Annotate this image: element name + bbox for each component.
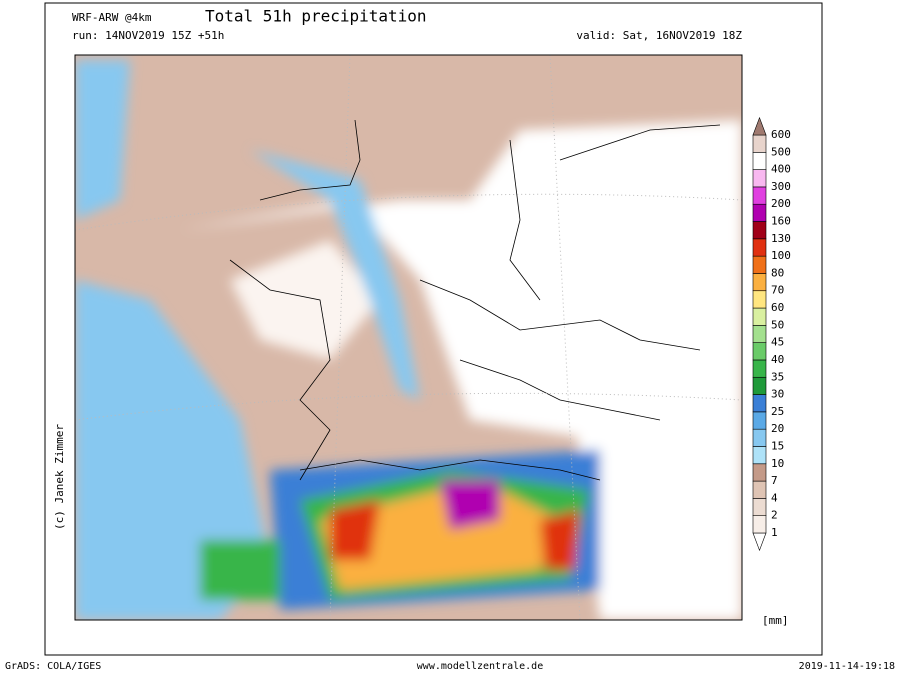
colorbar-swatch <box>752 428 767 447</box>
colorbar-label: 500 <box>771 145 791 158</box>
colorbar-label: 50 <box>771 318 784 331</box>
colorbar-swatch <box>752 411 767 430</box>
colorbar-swatch <box>752 290 767 309</box>
colorbar-swatch <box>752 342 767 361</box>
valid-label: valid: Sat, 16NOV2019 18Z <box>576 29 742 42</box>
colorbar-swatch <box>752 446 767 465</box>
borders <box>229 119 721 481</box>
frame <box>44 2 823 656</box>
colorbar-label: 4 <box>771 491 778 504</box>
colorbar-label: 70 <box>771 284 784 297</box>
colorbar-swatch <box>752 255 767 274</box>
title: Total 51h precipitation <box>205 7 427 26</box>
colorbar-label: 45 <box>771 336 784 349</box>
colorbar-label: 400 <box>771 163 791 176</box>
footer-left: GrADS: COLA/IGES <box>5 661 101 672</box>
colorbar-label: 600 <box>771 128 791 141</box>
colorbar-swatch <box>752 221 767 240</box>
colorbar-label: 40 <box>771 353 784 366</box>
colorbar-arrow <box>752 532 767 552</box>
colorbar-label: 15 <box>771 439 784 452</box>
footer-right: 2019-11-14-19:18 <box>799 661 895 672</box>
colorbar-label: 2 <box>771 509 778 522</box>
model-label: WRF-ARW @4km <box>72 11 152 24</box>
colorbar-label: 300 <box>771 180 791 193</box>
footer-center: www.modellzentrale.de <box>417 661 543 672</box>
colorbar-label: 100 <box>771 249 791 262</box>
colorbar-label: 20 <box>771 422 784 435</box>
colorbar-label: 200 <box>771 197 791 210</box>
colorbar-swatch <box>752 169 767 188</box>
colorbar-swatch <box>752 186 767 205</box>
colorbar-swatch <box>752 134 767 153</box>
colorbar-label: 130 <box>771 232 791 245</box>
colorbar-label: 10 <box>771 457 784 470</box>
colorbar-swatch <box>752 480 767 499</box>
colorbar-swatch <box>752 515 767 534</box>
colorbar-arrow <box>752 116 767 136</box>
graticule <box>75 55 742 620</box>
colorbar-label: 80 <box>771 266 784 279</box>
colorbar-swatch <box>752 152 767 170</box>
colorbar-swatch <box>752 325 767 343</box>
map <box>75 55 742 620</box>
colorbar-swatch <box>752 307 767 326</box>
credit: (c) Janek Zimmer <box>53 424 66 530</box>
colorbar-swatch <box>752 376 767 395</box>
colorbar-swatch <box>752 394 767 413</box>
colorbar: 1 2 4 7 10 15 20 25 30 35 40 45 50 60 70 80 100 130 160 200… <box>752 116 791 552</box>
precip-field <box>75 60 742 620</box>
colorbar-label: 1 <box>771 526 778 539</box>
colorbar-swatch <box>752 238 767 257</box>
colorbar-label: 30 <box>771 388 784 401</box>
colorbar-label: 25 <box>771 405 784 418</box>
unit-label: [mm] <box>762 614 789 627</box>
colorbar-swatch <box>752 463 767 482</box>
colorbar-swatch <box>752 359 767 378</box>
colorbar-label: 35 <box>771 370 784 383</box>
colorbar-swatch <box>752 203 767 222</box>
run-label: run: 14NOV2019 15Z +51h <box>72 29 224 42</box>
colorbar-label: 60 <box>771 301 784 314</box>
colorbar-swatch <box>752 498 767 516</box>
colorbar-label: 160 <box>771 215 791 228</box>
colorbar-label: 7 <box>771 474 778 487</box>
colorbar-swatch <box>752 273 767 292</box>
map-border <box>74 54 743 621</box>
